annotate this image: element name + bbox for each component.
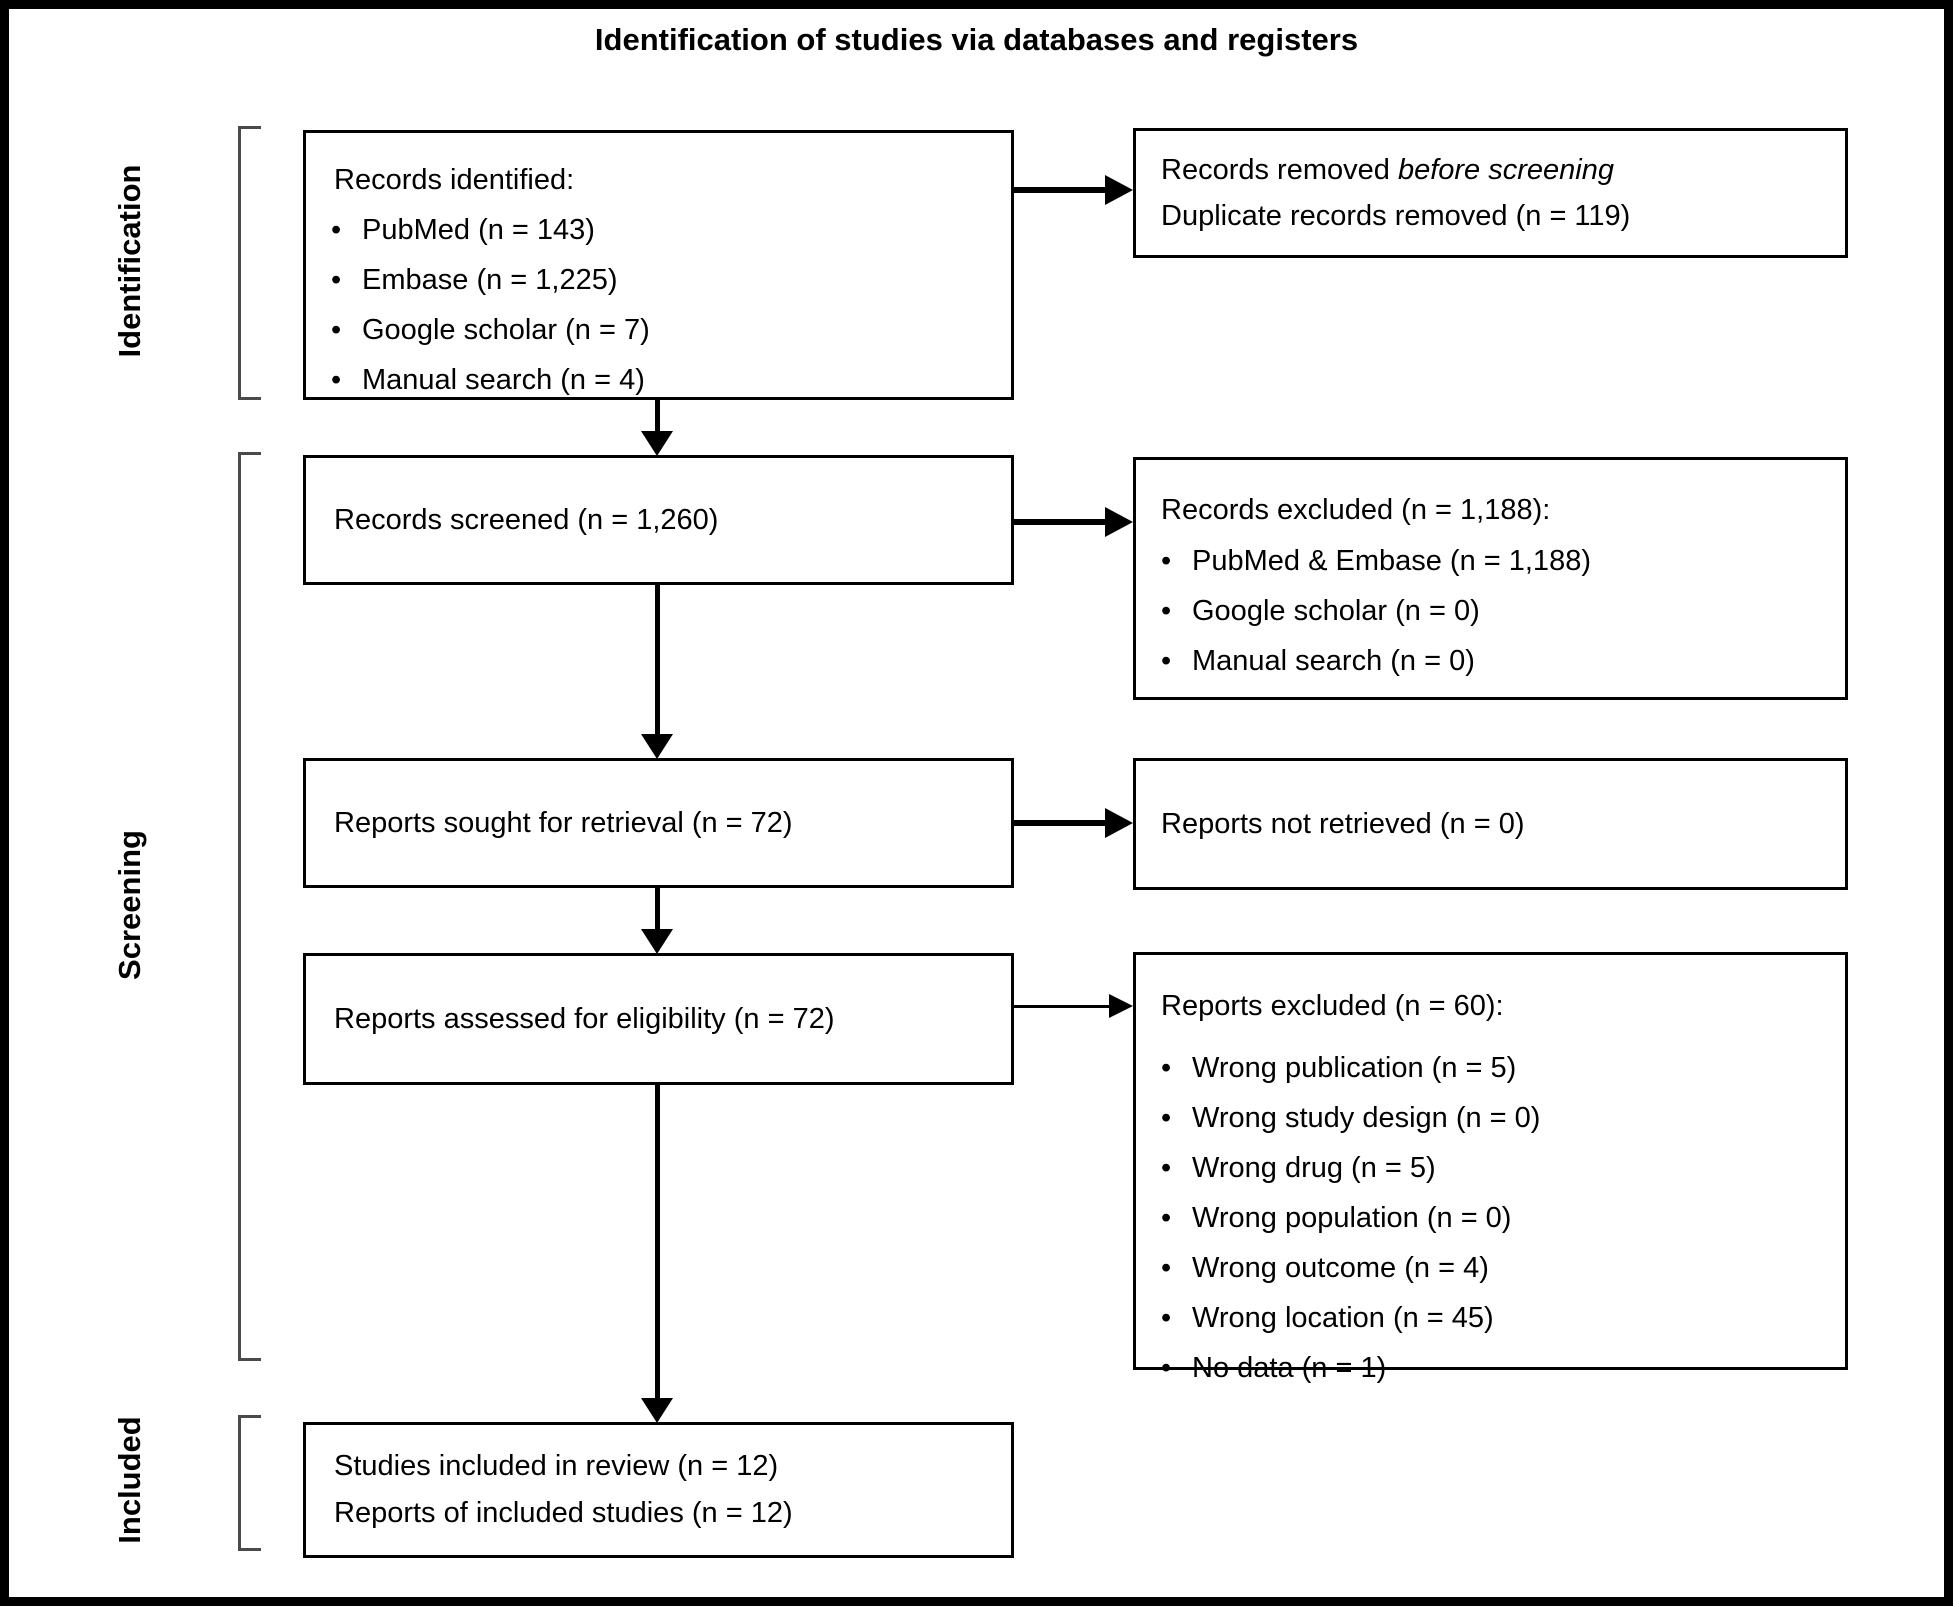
bullet-dot: •: [331, 364, 342, 396]
bullet-dot: •: [1161, 1252, 1172, 1284]
bullet-dot: •: [331, 214, 342, 246]
records-excluded-box: Records excluded (n = 1,188): • PubMed & …: [1133, 457, 1848, 700]
reports-excluded-box: Reports excluded (n = 60): • Wrong public…: [1133, 952, 1848, 1384]
studies-included-line2: Reports of included studies (n = 12): [334, 1497, 793, 1529]
bullet-text: PubMed (n = 143): [362, 214, 595, 246]
arrow-identified-to-screened-head: [641, 431, 673, 456]
bullet-item: • Manual search (n = 0): [1161, 636, 1845, 686]
bullet-dot: •: [331, 314, 342, 346]
arrow-assessed-to-included-head: [641, 1398, 673, 1423]
bullet-text: Wrong study design (n = 0): [1192, 1102, 1541, 1134]
bullet-text: Wrong outcome (n = 4): [1192, 1252, 1489, 1284]
records-identified-header: Records identified:: [334, 164, 575, 196]
stage-label-screening: Screening: [112, 830, 147, 980]
records-screened-box: Records screened (n = 1,260): [303, 455, 1014, 585]
arrow-sought-to-assessed-line: [655, 888, 660, 930]
bullet-item: • Embase (n = 1,225): [331, 255, 1011, 305]
screening-bracket: [238, 452, 261, 1361]
bullet-dot: •: [1161, 1152, 1172, 1184]
arrow-screened-to-excluded-head: [1105, 507, 1133, 537]
identification-bracket: [238, 126, 261, 400]
bullet-item: • Google scholar (n = 7): [331, 305, 1011, 355]
reports-not-retrieved-box: Reports not retrieved (n = 0): [1133, 758, 1848, 890]
bullet-dot: •: [1161, 1352, 1172, 1384]
bullet-item: • Manual search (n = 4): [331, 355, 1011, 405]
bullet-dot: •: [1161, 545, 1172, 577]
diagram-title: Identification of studies via databases …: [594, 22, 1359, 57]
bullet-text: Manual search (n = 0): [1192, 645, 1475, 677]
arrow-screened-to-excluded-line: [1014, 519, 1109, 525]
arrow-sought-to-assessed-head: [641, 929, 673, 954]
bullet-text: Embase (n = 1,225): [362, 264, 618, 296]
arrow-sought-to-notretrieved-line: [1014, 820, 1109, 826]
bullet-item: • PubMed & Embase (n = 1,188): [1161, 536, 1845, 586]
reports-sought-text: Reports sought for retrieval (n = 72): [334, 806, 793, 839]
arrow-assessed-to-excluded-line: [1014, 1005, 1111, 1008]
arrow-identified-to-removed-head: [1105, 175, 1133, 205]
bullet-text: Wrong location (n = 45): [1192, 1302, 1494, 1334]
bullet-item: • Wrong publication (n = 5): [1161, 1043, 1845, 1093]
reports-assessed-text: Reports assessed for eligibility (n = 72…: [334, 1002, 835, 1035]
bullet-dot: •: [1161, 645, 1172, 677]
arrow-identified-to-screened-line: [655, 400, 660, 432]
bullet-dot: •: [331, 264, 342, 296]
studies-included-box: Studies included in review (n = 12) Repo…: [303, 1422, 1014, 1558]
bullet-text: Wrong population (n = 0): [1192, 1202, 1512, 1234]
records-identified-list: • PubMed (n = 143) • Embase (n = 1,225) • Goo…: [306, 205, 1011, 405]
arrow-sought-to-notretrieved-head: [1105, 808, 1133, 838]
bullet-dot: •: [1161, 595, 1172, 627]
reports-sought-box: Reports sought for retrieval (n = 72): [303, 758, 1014, 888]
arrow-screened-to-sought-line: [655, 585, 660, 735]
bullet-item: • Wrong study design (n = 0): [1161, 1093, 1845, 1143]
bullet-text: PubMed & Embase (n = 1,188): [1192, 545, 1591, 577]
bullet-dot: •: [1161, 1302, 1172, 1334]
bullet-dot: •: [1161, 1202, 1172, 1234]
stage-label-identification: Identification: [112, 164, 147, 358]
bullet-item: • Google scholar (n = 0): [1161, 586, 1845, 636]
records-removed-line2: Duplicate records removed (n = 119): [1161, 200, 1631, 232]
records-identified-box: Records identified: • PubMed (n = 143) • Em…: [303, 130, 1014, 400]
bullet-item: • Wrong outcome (n = 4): [1161, 1243, 1845, 1293]
reports-excluded-header: Reports excluded (n = 60):: [1161, 990, 1504, 1022]
reports-excluded-list: • Wrong publication (n = 5) • Wrong study d…: [1136, 1043, 1845, 1393]
bullet-text: Wrong publication (n = 5): [1192, 1052, 1517, 1084]
bullet-dot: •: [1161, 1052, 1172, 1084]
included-bracket: [238, 1415, 261, 1551]
studies-included-line1: Studies included in review (n = 12): [334, 1450, 779, 1482]
stage-label-included: Included: [112, 1416, 147, 1544]
reports-not-retrieved-text: Reports not retrieved (n = 0): [1161, 808, 1525, 840]
bullet-item: • No data (n = 1): [1161, 1343, 1845, 1393]
bullet-text: Wrong drug (n = 5): [1192, 1152, 1436, 1184]
bullet-dot: •: [1161, 1102, 1172, 1134]
bullet-text: Google scholar (n = 0): [1192, 595, 1480, 627]
bullet-text: Manual search (n = 4): [362, 364, 645, 396]
records-removed-line1-prefix: Records removed: [1161, 154, 1398, 186]
arrow-screened-to-sought-head: [641, 734, 673, 759]
bullet-item: • Wrong drug (n = 5): [1161, 1143, 1845, 1193]
records-removed-line1-italic: before screening: [1397, 154, 1614, 186]
bullet-text: No data (n = 1): [1192, 1352, 1387, 1384]
records-excluded-header: Records excluded (n = 1,188):: [1161, 494, 1551, 526]
arrow-assessed-to-excluded-head: [1109, 994, 1133, 1018]
bullet-text: Google scholar (n = 7): [362, 314, 650, 346]
records-screened-text: Records screened (n = 1,260): [334, 503, 719, 536]
bullet-item: • PubMed (n = 143): [331, 205, 1011, 255]
arrow-identified-to-removed-line: [1014, 187, 1109, 193]
reports-assessed-box: Reports assessed for eligibility (n = 72…: [303, 953, 1014, 1085]
records-removed-line1: Records removed before screening: [1136, 147, 1845, 193]
bullet-item: • Wrong location (n = 45): [1161, 1293, 1845, 1343]
arrow-assessed-to-included-line: [655, 1085, 660, 1399]
bullet-item: • Wrong population (n = 0): [1161, 1193, 1845, 1243]
records-excluded-list: • PubMed & Embase (n = 1,188) • Google scho…: [1136, 536, 1845, 686]
records-removed-box: Records removed before screening Duplica…: [1133, 128, 1848, 258]
